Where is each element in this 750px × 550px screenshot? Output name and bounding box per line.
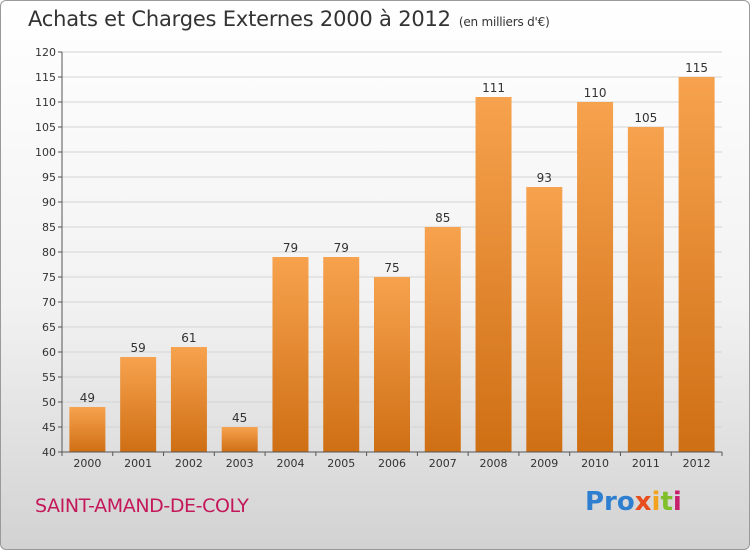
data-label: 45 — [232, 411, 247, 425]
proxiti-logo: Proxiti — [585, 487, 682, 517]
bar — [69, 407, 106, 452]
bar — [374, 277, 410, 452]
bar — [424, 227, 461, 452]
y-tick-label: 110 — [35, 96, 56, 109]
x-tick-label: 2009 — [530, 457, 558, 470]
bar — [678, 77, 715, 452]
y-tick-label: 60 — [42, 346, 56, 359]
bar — [120, 357, 157, 452]
y-tick-label: 100 — [35, 146, 56, 159]
data-label: 115 — [685, 61, 708, 75]
x-tick-label: 2007 — [429, 457, 457, 470]
data-label: 79 — [334, 241, 349, 255]
chart-unit: (en milliers d'€) — [458, 15, 550, 29]
y-tick-label: 85 — [42, 221, 56, 234]
y-tick-label: 95 — [42, 171, 56, 184]
data-label: 111 — [482, 81, 505, 95]
data-label: 105 — [634, 111, 657, 125]
bar — [323, 257, 360, 452]
data-label: 61 — [181, 331, 196, 345]
bar — [526, 187, 563, 452]
chart-title-text: Achats et Charges Externes 2000 à 2012 — [28, 7, 451, 31]
data-label: 79 — [283, 241, 298, 255]
data-label: 59 — [131, 341, 146, 355]
y-tick-label: 120 — [35, 46, 56, 59]
x-tick-label: 2012 — [683, 457, 711, 470]
x-tick-label: 2008 — [480, 457, 508, 470]
y-tick-label: 80 — [42, 246, 56, 259]
y-tick-label: 50 — [42, 396, 56, 409]
x-tick-label: 2001 — [124, 457, 152, 470]
place-name: SAINT-AMAND-DE-COLY — [35, 495, 249, 517]
x-tick-label: 2005 — [327, 457, 355, 470]
y-tick-label: 45 — [42, 421, 56, 434]
data-label: 110 — [584, 86, 607, 100]
y-tick-label: 65 — [42, 321, 56, 334]
bar — [221, 427, 258, 452]
bar — [577, 102, 614, 452]
logo-part: Pro — [585, 487, 635, 517]
logo-part: t — [660, 487, 673, 517]
y-tick-label: 115 — [35, 71, 56, 84]
x-tick-label: 2004 — [276, 457, 304, 470]
x-tick-label: 2000 — [73, 457, 101, 470]
x-tick-label: 2011 — [632, 457, 660, 470]
data-label: 85 — [435, 211, 450, 225]
bar — [170, 347, 207, 452]
logo-part: x — [634, 487, 652, 517]
bar — [272, 257, 309, 452]
logo-part: i — [651, 487, 661, 517]
x-tick-label: 2003 — [226, 457, 254, 470]
y-tick-label: 75 — [42, 271, 56, 284]
x-tick-label: 2006 — [378, 457, 406, 470]
data-label: 49 — [80, 391, 95, 405]
logo-part: i — [672, 487, 682, 517]
y-tick-label: 105 — [35, 121, 56, 134]
x-tick-label: 2002 — [175, 457, 203, 470]
bar — [627, 127, 664, 452]
chart-title: Achats et Charges Externes 2000 à 2012 (e… — [28, 7, 550, 31]
y-tick-label: 70 — [42, 296, 56, 309]
data-label: 93 — [537, 171, 552, 185]
bar — [475, 97, 512, 452]
data-label: 75 — [384, 261, 399, 275]
x-tick-label: 2010 — [581, 457, 609, 470]
y-tick-label: 55 — [42, 371, 56, 384]
y-tick-label: 40 — [42, 446, 56, 459]
y-tick-label: 90 — [42, 196, 56, 209]
